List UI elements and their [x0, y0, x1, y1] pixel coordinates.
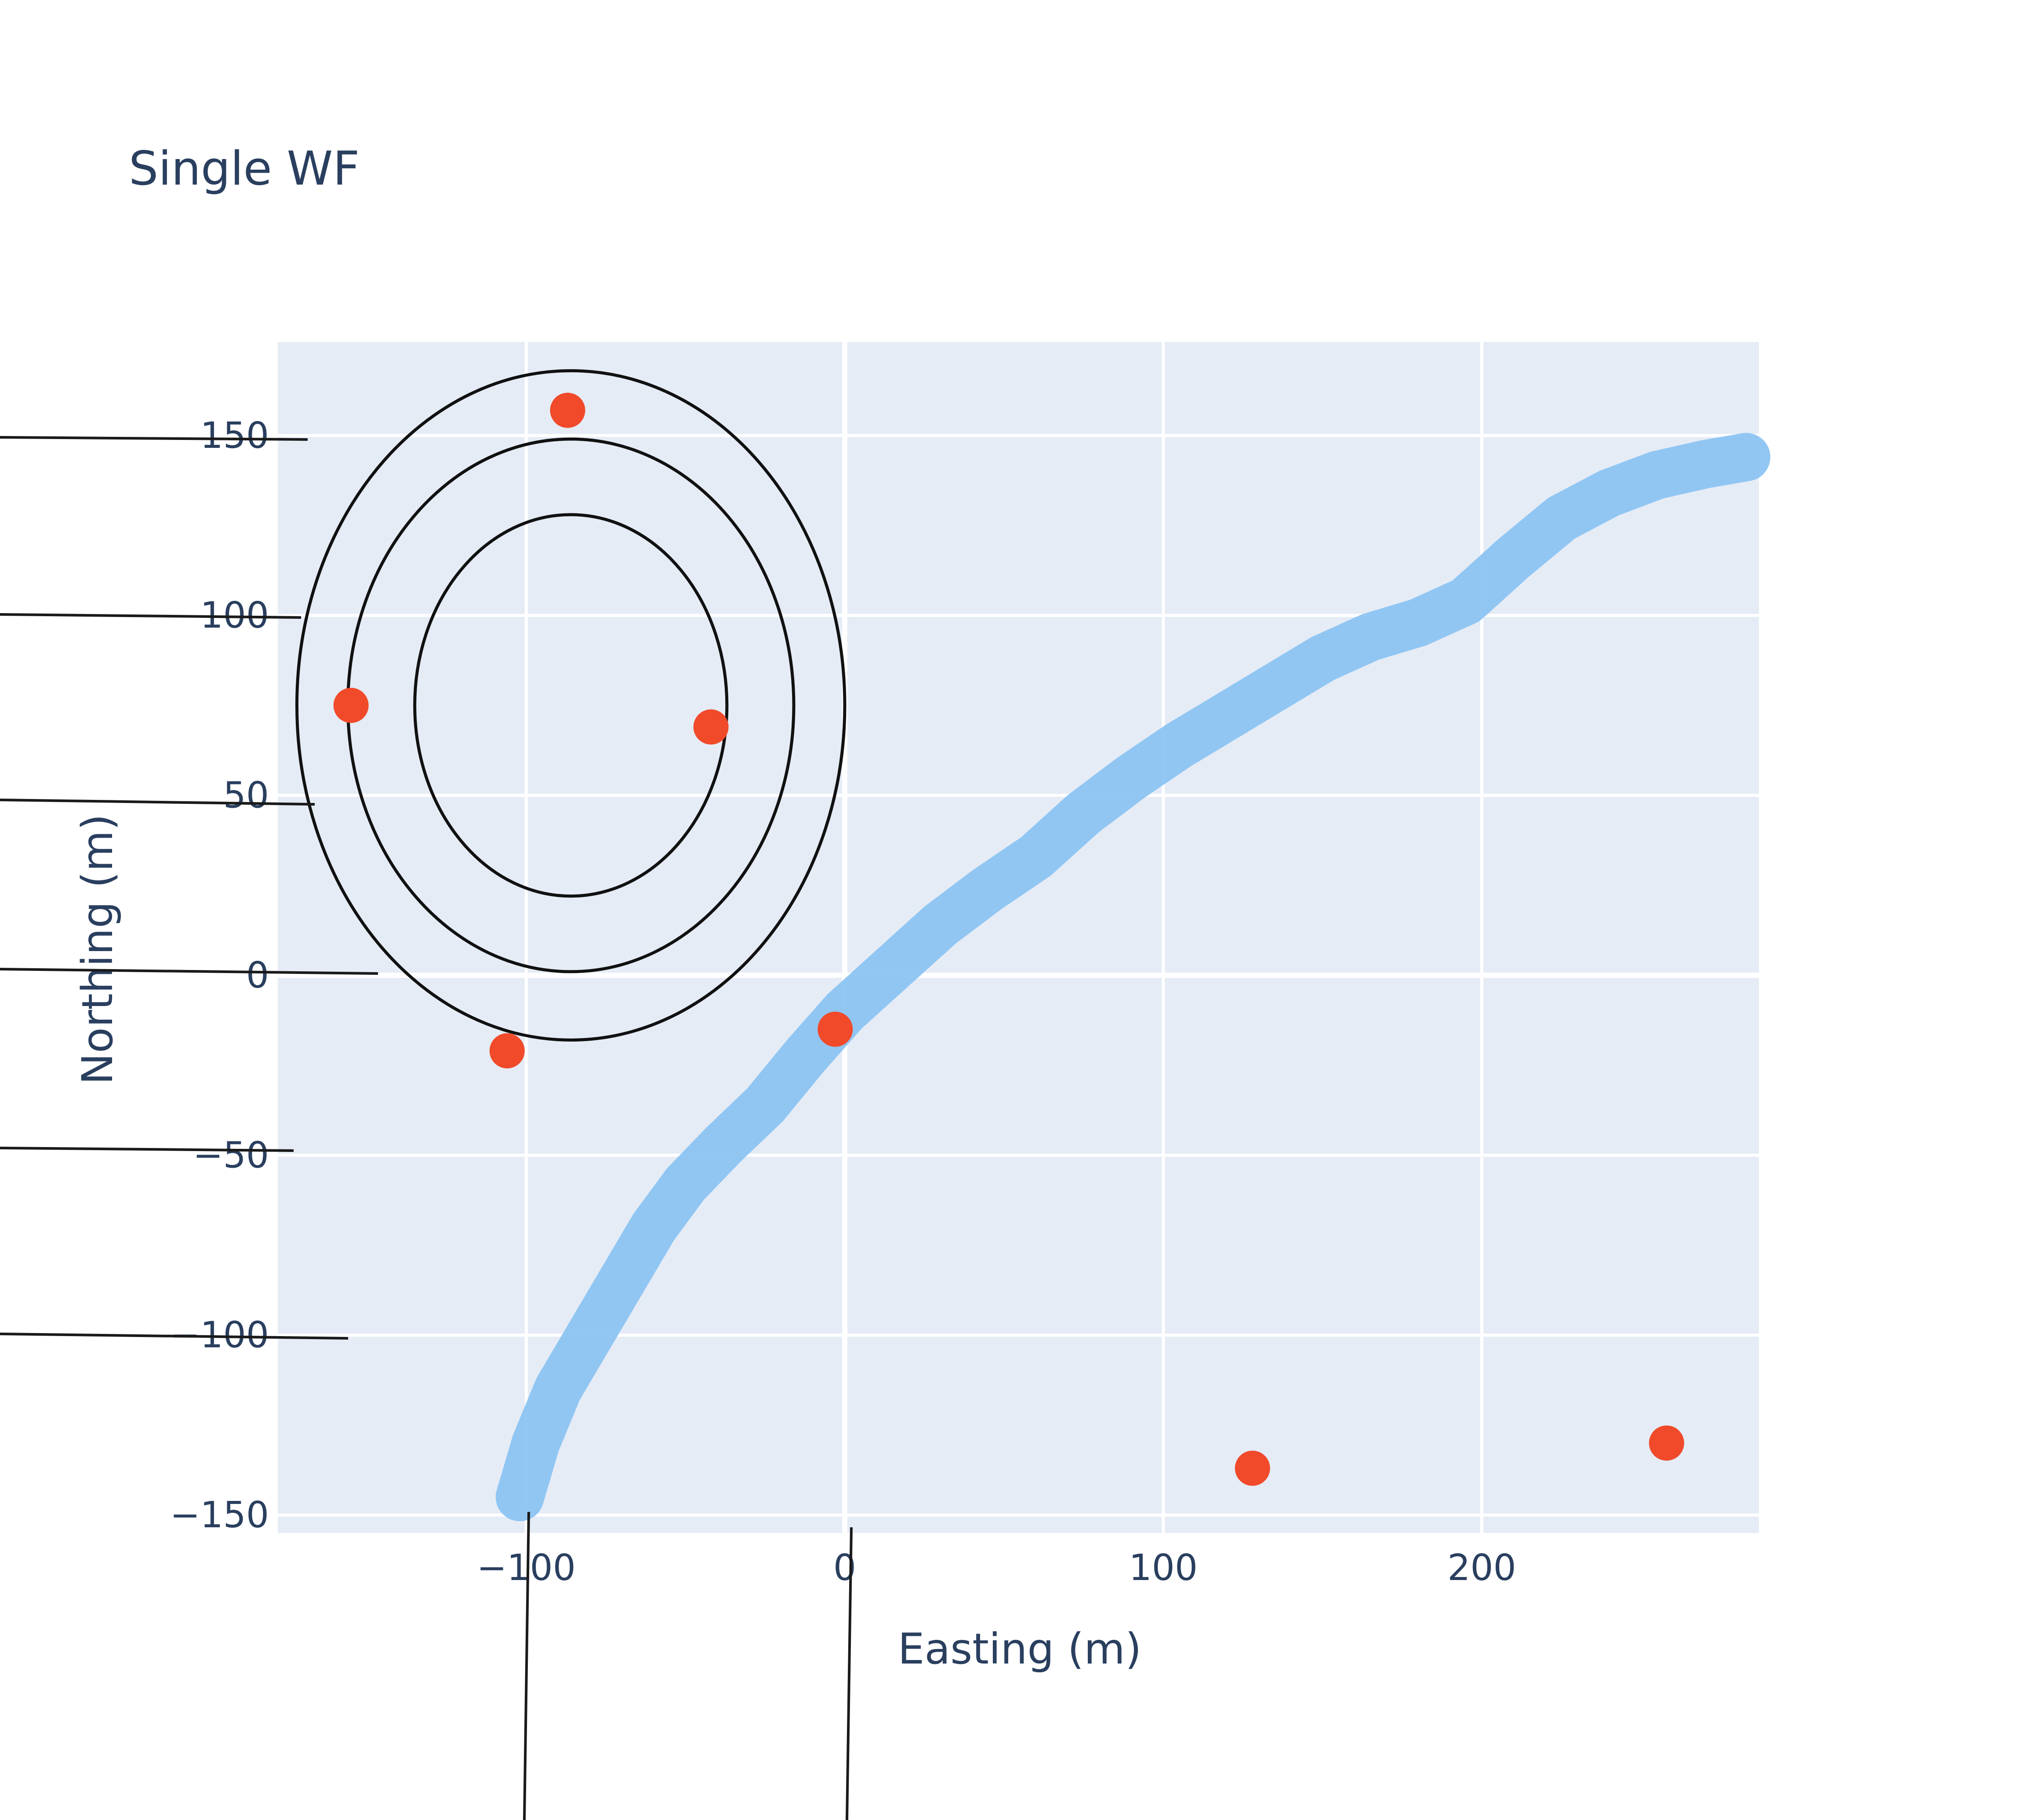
- y-tick-label: −150: [170, 1494, 269, 1536]
- path-series: [495, 432, 1771, 1522]
- x-tick-label: 0: [833, 1547, 856, 1589]
- annotation-line: [0, 1333, 349, 1340]
- annotation-line: [0, 436, 308, 441]
- data-point: [550, 392, 585, 428]
- x-tick-label: −100: [477, 1547, 576, 1589]
- y-tick-label: 50: [223, 775, 269, 817]
- grid: [278, 342, 1759, 1533]
- annotation-line: [523, 1511, 530, 1820]
- x-tick-label: 100: [1129, 1547, 1198, 1589]
- annotation-line: [0, 1147, 294, 1152]
- x-tick-label: 200: [1447, 1547, 1516, 1589]
- data-point: [1235, 1450, 1270, 1486]
- point-layer: [333, 392, 1684, 1486]
- data-point: [489, 1033, 525, 1068]
- x-axis-title: Easting (m): [898, 1624, 1142, 1674]
- y-tick-label: −50: [193, 1134, 269, 1176]
- y-tick-label: 150: [200, 415, 269, 457]
- annotation-line: [0, 613, 302, 619]
- contour-ellipse: [413, 513, 729, 898]
- y-axis-title: Northing (m): [73, 814, 122, 1085]
- y-tick-label: 0: [246, 955, 269, 996]
- data-point: [1649, 1425, 1684, 1461]
- annotation-line: [846, 1527, 853, 1820]
- data-point: [693, 709, 729, 745]
- data-point: [817, 1011, 853, 1047]
- contour-ellipse: [295, 369, 847, 1042]
- annotation-line: [0, 799, 315, 806]
- data-point: [333, 687, 369, 723]
- annotation-lines: [0, 436, 853, 1820]
- path-layer: [495, 432, 1771, 1522]
- x-tick-labels: −100 0 100 200: [477, 1547, 1516, 1589]
- chart-title: Single WF: [129, 142, 360, 196]
- annotation-line: [0, 968, 378, 975]
